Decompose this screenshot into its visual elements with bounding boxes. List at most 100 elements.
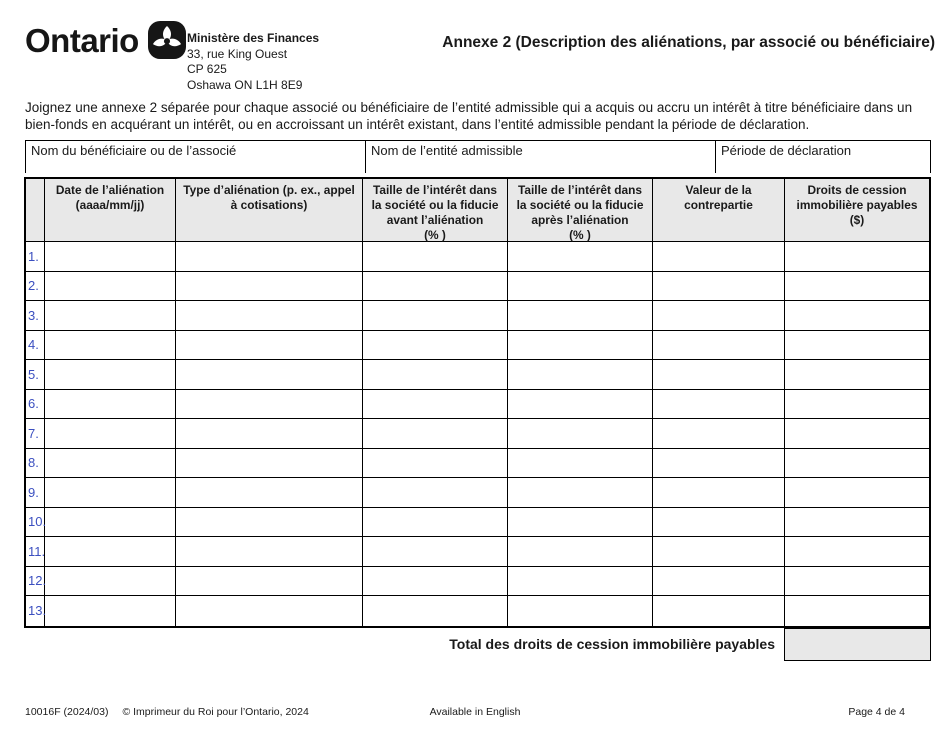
cell-consideration-input[interactable]: [653, 330, 785, 359]
dispositions-section: Date de l’aliénation (aaaa/mm/jj) Type d…: [24, 177, 931, 661]
cell-date-input[interactable]: [45, 301, 176, 330]
cell-date-input[interactable]: [45, 507, 176, 536]
cell-interest-after-input[interactable]: [508, 507, 653, 536]
field-entity-name[interactable]: Nom de l’entité admissible: [365, 141, 715, 173]
cell-type-input[interactable]: [176, 301, 363, 330]
cell-date-input[interactable]: [45, 537, 176, 566]
cell-consideration-input[interactable]: [653, 301, 785, 330]
row-number: 10.: [26, 507, 46, 536]
cell-interest-after-input[interactable]: [508, 330, 653, 359]
column-header-interest-after: Taille de l’intérêt dans la société ou l…: [508, 179, 653, 242]
cell-interest-before-input[interactable]: [363, 507, 508, 536]
form-title: Annexe 2 (Description des aliénations, p…: [442, 34, 935, 51]
cell-tax-payable-input[interactable]: [785, 390, 929, 419]
ministry-address-line: CP 625: [187, 62, 227, 76]
row-number: 13.: [26, 596, 46, 626]
cell-consideration-input[interactable]: [653, 271, 785, 300]
cell-interest-before-input[interactable]: [363, 596, 508, 626]
cell-type-input[interactable]: [176, 448, 363, 477]
cell-date-input[interactable]: [45, 419, 176, 448]
field-reporting-period[interactable]: Période de déclaration: [715, 141, 931, 173]
cell-tax-payable-input[interactable]: [785, 596, 929, 626]
cell-interest-before-input[interactable]: [363, 419, 508, 448]
cell-tax-payable-input[interactable]: [785, 242, 929, 271]
cell-type-input[interactable]: [176, 419, 363, 448]
ministry-name: Ministère des Finances: [187, 31, 320, 45]
cell-interest-after-input[interactable]: [508, 242, 653, 271]
instruction-text: Joignez une annexe 2 séparée pour chaque…: [25, 100, 913, 132]
cell-interest-after-input[interactable]: [508, 389, 653, 418]
cell-tax-payable-input[interactable]: [785, 478, 929, 507]
cell-type-input[interactable]: [176, 537, 363, 566]
cell-interest-after-input[interactable]: [508, 478, 653, 507]
field-beneficiary-name[interactable]: Nom du bénéficiaire ou de l’associé: [25, 141, 365, 173]
row-number: 12.: [26, 566, 46, 595]
cell-interest-after-input[interactable]: [508, 360, 653, 389]
cell-consideration-input[interactable]: [653, 507, 785, 536]
cell-consideration-input[interactable]: [653, 478, 785, 507]
dispositions-table: Date de l’aliénation (aaaa/mm/jj) Type d…: [24, 177, 931, 628]
cell-interest-before-input[interactable]: [363, 566, 508, 595]
cell-interest-after-input[interactable]: [508, 271, 653, 300]
cell-consideration-input[interactable]: [653, 448, 785, 477]
cell-tax-payable-input[interactable]: [785, 301, 929, 330]
cell-type-input[interactable]: [176, 596, 363, 626]
cell-interest-before-input[interactable]: [363, 360, 508, 389]
cell-type-input[interactable]: [176, 507, 363, 536]
cell-interest-after-input[interactable]: [508, 596, 653, 626]
page-number: Page 4 de 4: [848, 706, 905, 718]
table-row: 8.: [26, 448, 929, 478]
cell-tax-payable-input[interactable]: [785, 537, 929, 566]
cell-date-input[interactable]: [45, 448, 176, 477]
cell-interest-before-input[interactable]: [363, 478, 508, 507]
cell-tax-payable-input[interactable]: [785, 567, 929, 596]
cell-interest-before-input[interactable]: [363, 389, 508, 418]
cell-type-input[interactable]: [176, 360, 363, 389]
cell-interest-before-input[interactable]: [363, 271, 508, 300]
cell-date-input[interactable]: [45, 389, 176, 418]
table-row: 3.: [26, 301, 929, 331]
cell-date-input[interactable]: [45, 242, 176, 271]
cell-consideration-input[interactable]: [653, 242, 785, 271]
cell-tax-payable-input[interactable]: [785, 331, 929, 360]
cell-tax-payable-input[interactable]: [785, 360, 929, 389]
cell-tax-payable-input[interactable]: [785, 449, 929, 478]
cell-date-input[interactable]: [45, 360, 176, 389]
cell-consideration-input[interactable]: [653, 360, 785, 389]
cell-consideration-input[interactable]: [653, 566, 785, 595]
cell-interest-before-input[interactable]: [363, 448, 508, 477]
cell-interest-after-input[interactable]: [508, 301, 653, 330]
cell-type-input[interactable]: [176, 330, 363, 359]
cell-interest-after-input[interactable]: [508, 537, 653, 566]
total-input-box[interactable]: [784, 627, 931, 661]
cell-date-input[interactable]: [45, 478, 176, 507]
cell-consideration-input[interactable]: [653, 389, 785, 418]
cell-date-input[interactable]: [45, 596, 176, 626]
ministry-block: Ministère des Finances 33, rue King Oues…: [187, 31, 319, 93]
copyright-notice: © Imprimeur du Roi pour l’Ontario, 2024: [122, 706, 309, 718]
cell-interest-before-input[interactable]: [363, 537, 508, 566]
cell-type-input[interactable]: [176, 389, 363, 418]
cell-tax-payable-input[interactable]: [785, 419, 929, 448]
cell-type-input[interactable]: [176, 566, 363, 595]
cell-interest-before-input[interactable]: [363, 242, 508, 271]
cell-consideration-input[interactable]: [653, 419, 785, 448]
row-number: 6.: [26, 389, 45, 418]
ontario-wordmark: Ontario: [25, 21, 139, 59]
cell-interest-before-input[interactable]: [363, 330, 508, 359]
column-header-date: Date de l’aliénation (aaaa/mm/jj): [45, 179, 176, 241]
cell-interest-before-input[interactable]: [363, 301, 508, 330]
cell-date-input[interactable]: [45, 330, 176, 359]
cell-type-input[interactable]: [176, 242, 363, 271]
cell-interest-after-input[interactable]: [508, 566, 653, 595]
cell-type-input[interactable]: [176, 478, 363, 507]
cell-consideration-input[interactable]: [653, 596, 785, 626]
cell-date-input[interactable]: [45, 566, 176, 595]
cell-consideration-input[interactable]: [653, 537, 785, 566]
cell-tax-payable-input[interactable]: [785, 508, 929, 537]
cell-date-input[interactable]: [45, 271, 176, 300]
cell-interest-after-input[interactable]: [508, 419, 653, 448]
cell-interest-after-input[interactable]: [508, 448, 653, 477]
cell-type-input[interactable]: [176, 271, 363, 300]
cell-tax-payable-input[interactable]: [785, 272, 929, 301]
